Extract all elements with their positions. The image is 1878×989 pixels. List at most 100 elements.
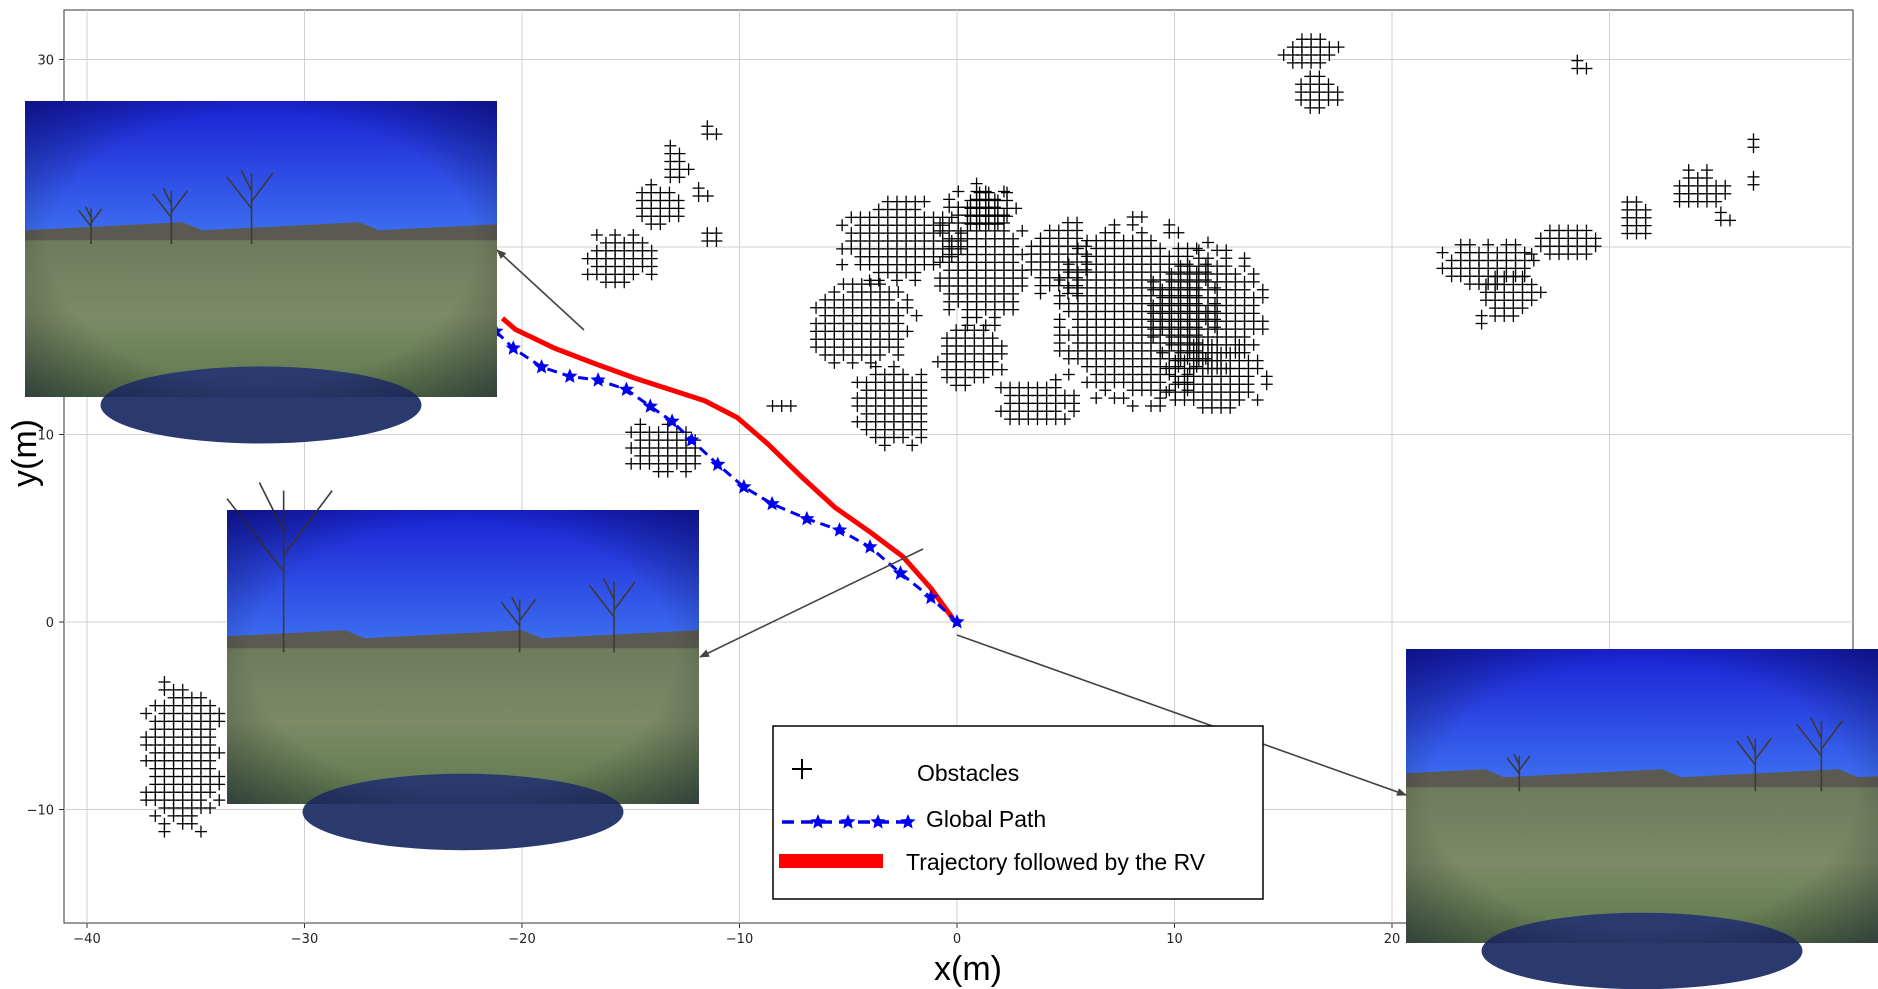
obstacle-marker xyxy=(1071,216,1084,229)
obstacle-marker xyxy=(997,209,1010,222)
global-path-point xyxy=(710,456,726,471)
obstacle-marker xyxy=(1001,186,1014,199)
obstacle-marker xyxy=(943,193,956,206)
obstacle-marker xyxy=(997,185,1010,198)
global-path-point xyxy=(534,359,550,374)
obstacle-marker xyxy=(1062,368,1075,381)
legend-star xyxy=(870,814,886,829)
obstacle-marker xyxy=(874,278,887,291)
obstacle-marker xyxy=(1525,278,1538,291)
obstacle-marker xyxy=(213,770,226,783)
obstacle-marker xyxy=(1208,281,1221,294)
obstacle-marker xyxy=(1126,400,1139,412)
obstacle-marker xyxy=(682,163,695,176)
legend: Obstacles Global Path Trajectory followe… xyxy=(772,725,1264,900)
obstacle-marker xyxy=(1247,268,1260,280)
obstacle-marker xyxy=(1482,238,1495,251)
x-tick-label: −20 xyxy=(508,932,535,947)
obstacle-marker xyxy=(1247,338,1260,351)
obstacle-marker xyxy=(645,178,658,191)
obstacle-marker xyxy=(1639,203,1652,216)
obstacle-marker xyxy=(977,324,990,337)
obstacle-marker xyxy=(1251,354,1264,367)
obstacle-marker xyxy=(1463,238,1476,251)
obstacle-marker xyxy=(213,707,226,720)
global-path-point xyxy=(949,614,965,629)
obstacle-marker xyxy=(636,236,649,249)
photo-arrow xyxy=(956,634,1407,796)
obstacle-marker xyxy=(1199,258,1212,271)
obstacle-marker xyxy=(1251,394,1264,406)
global-path-point xyxy=(642,398,658,413)
obstacle-marker xyxy=(1053,274,1066,286)
obstacle-marker xyxy=(701,190,714,202)
obstacle-marker xyxy=(1163,384,1176,397)
y-axis-label: y(m) xyxy=(6,419,44,487)
legend-box xyxy=(772,725,1264,900)
obstacle-marker xyxy=(590,229,603,241)
obstacle-marker xyxy=(1747,133,1760,146)
obstacle-marker xyxy=(1135,226,1148,239)
obstacle-marker xyxy=(1313,70,1326,83)
obstacle-marker xyxy=(1475,309,1488,322)
obstacle-marker xyxy=(1630,196,1643,208)
x-tick-label: 0 xyxy=(953,932,961,947)
legend-star xyxy=(840,814,856,829)
obstacle-marker xyxy=(952,185,965,198)
x-tick-label: −40 xyxy=(73,932,100,947)
obstacle-marker xyxy=(995,363,1008,376)
obstacle-marker xyxy=(1534,286,1547,299)
obstacle-marker xyxy=(1201,236,1214,249)
obstacle-marker xyxy=(1053,289,1066,302)
obstacle-marker xyxy=(663,186,676,199)
obstacle-marker xyxy=(194,825,207,838)
photo-arrow xyxy=(496,249,585,331)
obstacle-marker xyxy=(945,211,958,224)
obstacle-marker xyxy=(1007,232,1020,245)
obstacle-marker xyxy=(1229,268,1242,280)
obstacle-marker xyxy=(701,120,714,133)
photo-2 xyxy=(226,482,699,851)
global-path-point xyxy=(505,340,521,355)
global-path-point xyxy=(684,432,700,447)
obstacle-marker xyxy=(1172,226,1185,239)
obstacle-marker xyxy=(710,227,723,240)
obstacle-marker xyxy=(901,293,914,306)
global-path-point xyxy=(923,589,939,605)
obstacle-marker xyxy=(1147,275,1160,288)
obstacle-marker xyxy=(1190,242,1203,255)
obstacle-marker xyxy=(836,258,849,271)
legend-trajectory-marker xyxy=(779,854,883,868)
obstacle-marker xyxy=(897,368,910,381)
photo-vignette xyxy=(25,101,497,397)
x-tick-label: −10 xyxy=(726,932,753,947)
global-path-point xyxy=(764,495,780,511)
obstacle-marker xyxy=(692,182,705,195)
obstacle-marker xyxy=(915,368,928,381)
obstacle-marker xyxy=(784,400,797,412)
obstacle-marker xyxy=(1068,389,1081,402)
obstacle-marker xyxy=(954,227,967,240)
obstacles xyxy=(140,33,1760,838)
obstacle-marker xyxy=(1589,232,1602,245)
global-path-point xyxy=(562,368,578,383)
legend-obstacle-marker xyxy=(792,759,812,779)
camera-photos xyxy=(25,101,1878,989)
obstacle-marker xyxy=(1192,244,1205,257)
global-path-point xyxy=(664,413,680,428)
obstacle-marker xyxy=(1314,33,1327,46)
obstacle-marker xyxy=(1053,313,1066,326)
legend-label-obstacles: Obstacles xyxy=(917,760,1019,786)
obstacle-marker xyxy=(1260,370,1273,383)
obstacle-marker xyxy=(901,325,914,338)
obstacle-marker xyxy=(1181,368,1194,381)
y-tick-label: 30 xyxy=(37,54,54,69)
obstacle-marker xyxy=(1205,338,1218,351)
legend-star xyxy=(900,814,916,829)
legend-label-global-path: Global Path xyxy=(926,806,1046,832)
obstacle-marker xyxy=(836,219,849,232)
obstacle-marker xyxy=(1509,238,1522,251)
obstacle-marker xyxy=(1332,41,1345,54)
obstacle-marker xyxy=(1135,211,1148,223)
